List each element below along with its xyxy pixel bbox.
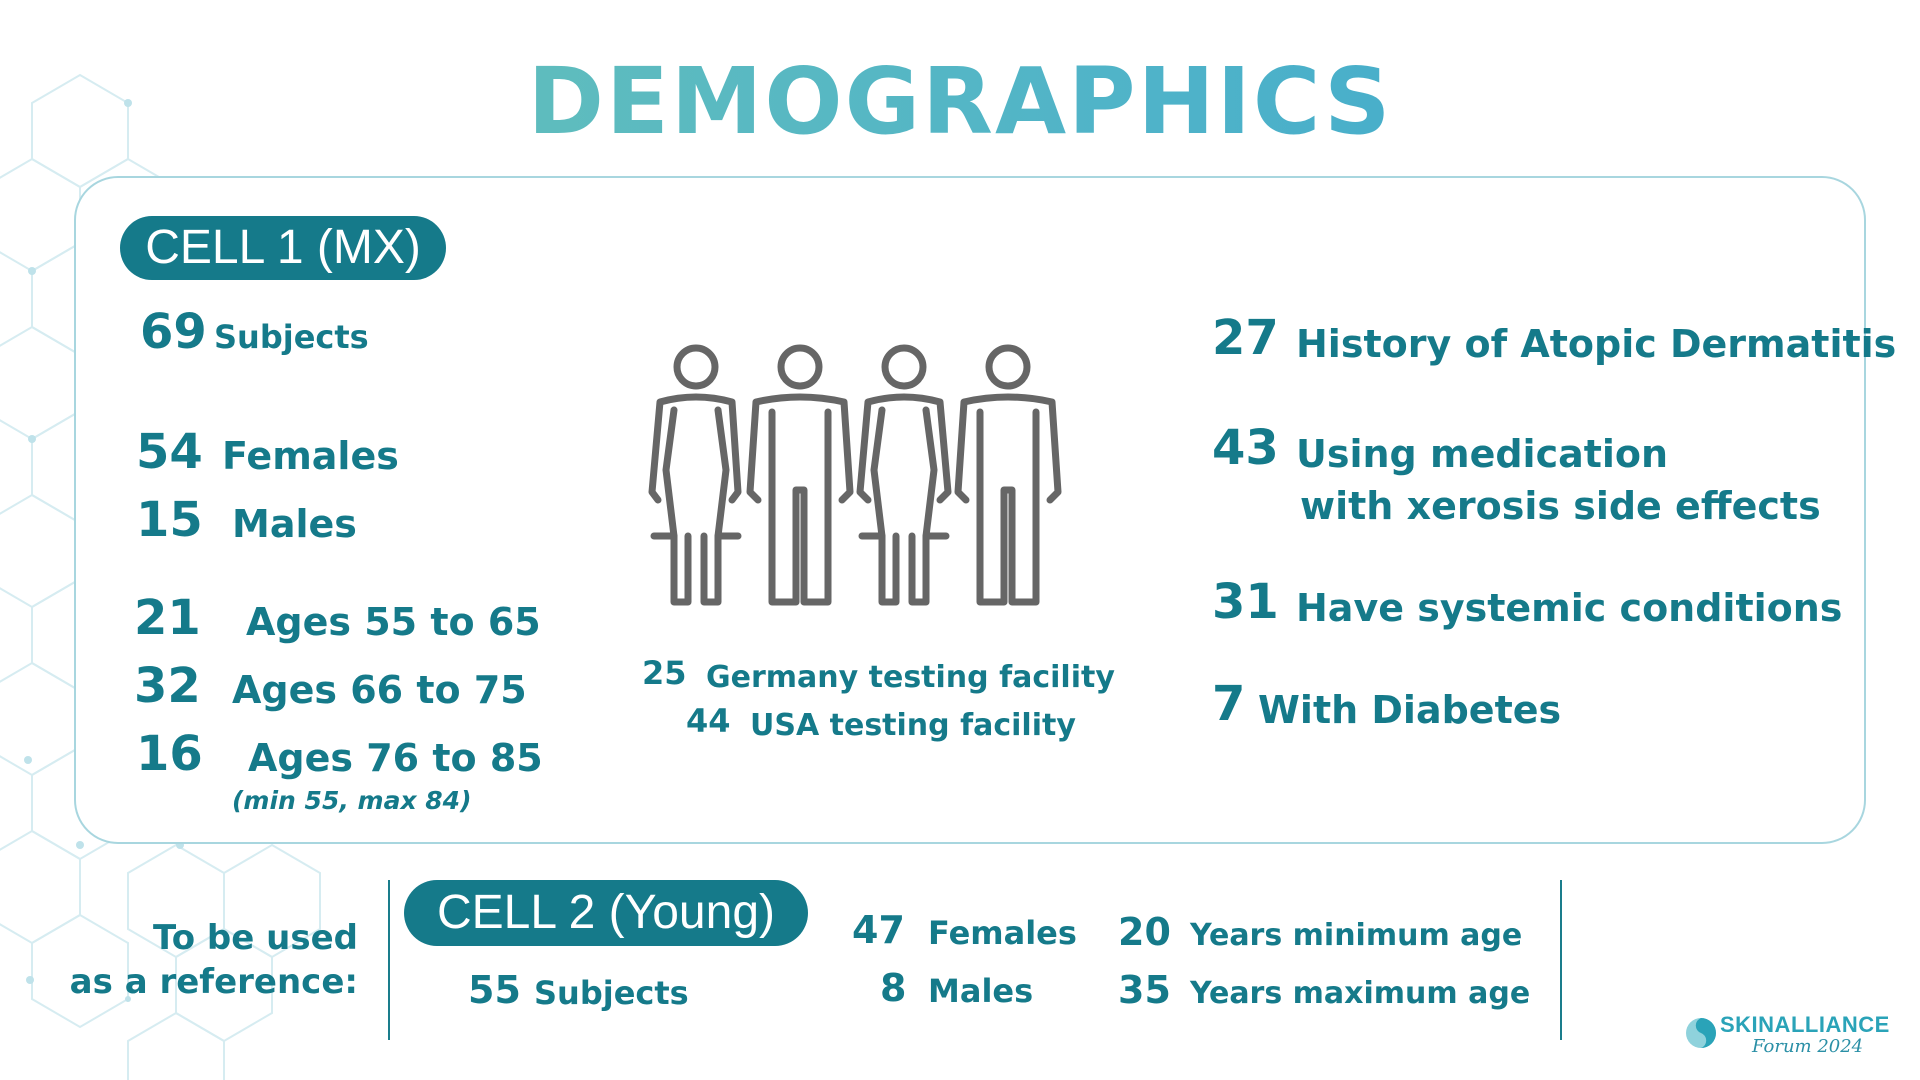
reference-line-1: To be used — [153, 918, 358, 958]
cell1-atopic-label: History of Atopic Dermatitis — [1296, 322, 1897, 366]
cell2-max-age-number: 35 — [1118, 968, 1171, 1012]
cell1-diabetes-label: With Diabetes — [1258, 688, 1562, 732]
cell2-min-age-number: 20 — [1118, 910, 1171, 954]
facility-usa-label: USA testing facility — [750, 708, 1076, 743]
cell1-age-number-2: 32 — [134, 658, 201, 714]
cell1-age-number-3: 16 — [136, 726, 203, 782]
reference-line-2: as a reference: — [69, 962, 358, 1002]
cell2-subjects-label: Subjects — [534, 974, 689, 1012]
facility-germany-number: 25 — [642, 654, 687, 692]
logo-sub: Forum 2024 — [1752, 1036, 1864, 1057]
page-title: DEMOGRAPHICS — [0, 48, 1920, 155]
skinalliance-logo-icon — [1686, 1018, 1716, 1048]
cell2-males-number: 8 — [880, 966, 907, 1010]
cell1-subjects-number: 69 — [140, 304, 207, 360]
cell1-atopic-number: 27 — [1212, 310, 1279, 366]
cell1-systemic-label: Have systemic conditions — [1296, 586, 1843, 630]
divider-right — [1560, 880, 1562, 1040]
cell2-males-label: Males — [928, 972, 1034, 1010]
cell1-age-label-1: Ages 55 to 65 — [246, 600, 541, 644]
cell1-medication-number: 43 — [1212, 420, 1279, 476]
cell1-panel — [74, 176, 1866, 844]
cell1-males-label: Males — [232, 502, 357, 546]
cell2-pill: CELL 2 (Young) — [404, 880, 808, 946]
reference-note: To be used as a reference: — [60, 916, 358, 1004]
skinalliance-logo: SKINALLIANCE Forum 2024 — [1680, 1010, 1900, 1062]
cell2-subjects-number: 55 — [468, 968, 521, 1012]
cell2-females-label: Females — [928, 914, 1077, 952]
cell1-subjects-label: Subjects — [214, 318, 369, 356]
cell2-max-age-label: Years maximum age — [1190, 976, 1531, 1011]
facility-usa-number: 44 — [686, 702, 731, 740]
cell2-females-number: 47 — [852, 908, 905, 952]
cell1-age-number-1: 21 — [134, 590, 201, 646]
logo-name: SKINALLIANCE — [1720, 1012, 1890, 1037]
cell1-diabetes-number: 7 — [1212, 676, 1246, 732]
cell1-pill: CELL 1 (MX) — [120, 216, 446, 280]
cell1-medication-label: Using medication — [1296, 432, 1669, 476]
divider-left — [388, 880, 390, 1040]
cell1-age-label-3: Ages 76 to 85 — [248, 736, 543, 780]
cell1-age-label-2: Ages 66 to 75 — [232, 668, 527, 712]
facility-germany-label: Germany testing facility — [706, 660, 1115, 695]
cell1-age-note: (min 55, max 84) — [232, 786, 472, 815]
cell1-females-label: Females — [222, 434, 399, 478]
people-group-icon — [648, 344, 1062, 606]
cell1-systemic-number: 31 — [1212, 574, 1279, 630]
cell1-medication-label-2: with xerosis side effects — [1300, 484, 1821, 528]
cell1-females-number: 54 — [136, 424, 203, 480]
cell2-min-age-label: Years minimum age — [1190, 918, 1523, 953]
cell1-males-number: 15 — [136, 492, 203, 548]
